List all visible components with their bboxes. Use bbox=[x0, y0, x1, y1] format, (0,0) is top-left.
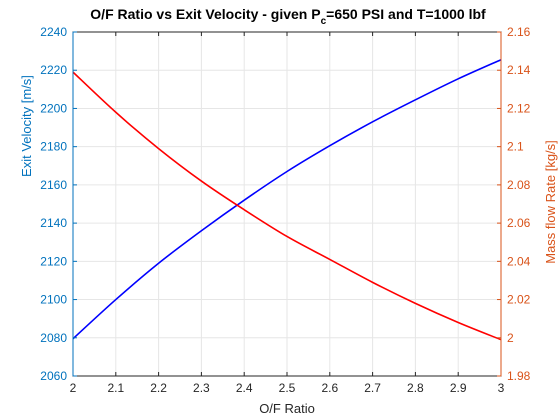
left-tick-label: 2180 bbox=[40, 140, 67, 154]
chart-title-subscript: c bbox=[321, 16, 327, 27]
right-tick-label: 2 bbox=[507, 331, 514, 345]
x-tick-label: 2.9 bbox=[450, 381, 467, 395]
x-tick-label: 2 bbox=[70, 381, 77, 395]
right-tick-label: 2.06 bbox=[507, 216, 531, 230]
left-tick-label: 2200 bbox=[40, 101, 67, 115]
left-tick-label: 2160 bbox=[40, 178, 67, 192]
left-tick-label: 2060 bbox=[40, 369, 67, 383]
x-tick-label: 2.8 bbox=[407, 381, 424, 395]
chart-title-prefix: O/F Ratio vs Exit Velocity - given P bbox=[90, 6, 320, 22]
right-axis-label: Mass flow Rate [kg/s] bbox=[543, 140, 558, 264]
x-tick-label: 2.1 bbox=[107, 381, 124, 395]
left-tick-label: 2240 bbox=[40, 25, 67, 39]
x-tick-label: 2.4 bbox=[236, 381, 253, 395]
left-axis-label: Exit Velocity [m/s] bbox=[19, 75, 34, 177]
right-tick-label: 2.16 bbox=[507, 25, 531, 39]
x-tick-label: 2.5 bbox=[279, 381, 296, 395]
x-tick-label: 2.7 bbox=[364, 381, 381, 395]
x-axis-label: O/F Ratio bbox=[259, 401, 315, 416]
plot-series bbox=[72, 58, 502, 341]
x-tick-label: 3 bbox=[498, 381, 505, 395]
right-tick-label: 2.12 bbox=[507, 101, 531, 115]
right-tick-label: 2.02 bbox=[507, 293, 531, 307]
x-tick-label: 2.3 bbox=[193, 381, 210, 395]
axis-ticks: 2 2.1 2.2 2.3 2.4 2.5 2.6 2.7 2.8 2.9 3 2060 2080 210… bbox=[40, 25, 530, 395]
chart-title-suffix: =650 PSI and T=1000 lbf bbox=[326, 6, 486, 22]
x-tick-label: 2.2 bbox=[150, 381, 167, 395]
right-tick-label: 1.98 bbox=[507, 369, 531, 383]
left-tick-label: 2220 bbox=[40, 63, 67, 77]
mass-flow-rate-line bbox=[72, 71, 502, 341]
x-tick-label: 2.6 bbox=[321, 381, 338, 395]
right-tick-label: 2.04 bbox=[507, 254, 531, 268]
right-tick-label: 2.14 bbox=[507, 63, 531, 77]
left-tick-label: 2140 bbox=[40, 216, 67, 230]
left-tick-label: 2100 bbox=[40, 293, 67, 307]
left-tick-label: 2120 bbox=[40, 254, 67, 268]
chart-title: O/F Ratio vs Exit Velocity - given Pc=65… bbox=[90, 6, 486, 27]
right-tick-label: 2.1 bbox=[507, 140, 524, 154]
right-tick-label: 2.08 bbox=[507, 178, 531, 192]
exit-velocity-line bbox=[72, 58, 502, 340]
left-tick-label: 2080 bbox=[40, 331, 67, 345]
